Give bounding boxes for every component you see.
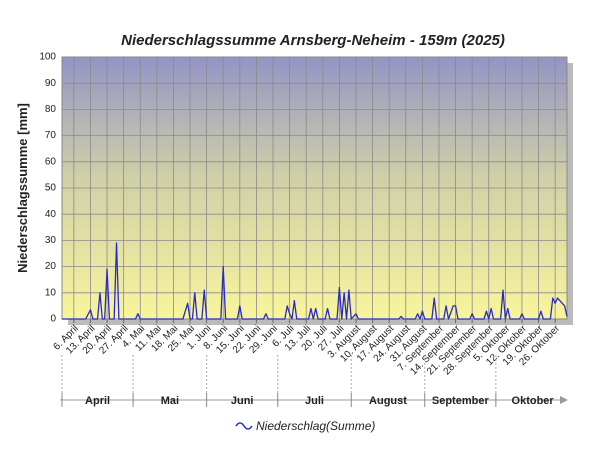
month-label: Mai [161, 395, 179, 407]
y-tick-label: 100 [39, 52, 56, 63]
legend-swatch [235, 422, 253, 430]
y-tick-label: 70 [45, 130, 57, 141]
month-label: Oktober [512, 395, 555, 407]
month-label: August [369, 395, 407, 407]
month-axis-arrow [560, 396, 568, 404]
chart-title: Niederschlagssumme Arnsberg-Neheim - 159… [121, 32, 505, 49]
y-tick-label: 60 [45, 156, 57, 167]
y-tick-label: 50 [45, 183, 57, 194]
y-tick-label: 90 [45, 78, 57, 89]
legend-label: Niederschlag(Summe) [256, 419, 375, 433]
y-tick-label: 0 [50, 314, 56, 325]
month-label: Juni [231, 395, 254, 407]
month-label: April [85, 395, 110, 407]
y-axis-label: Niederschlagssumme [mm] [15, 103, 30, 273]
y-tick-label: 30 [45, 235, 57, 246]
precipitation-line [62, 242, 568, 320]
month-label: Juli [305, 395, 324, 407]
y-tick-label: 20 [45, 261, 57, 272]
month-label: September [432, 395, 490, 407]
y-tick-label: 80 [45, 104, 57, 115]
y-tick-label: 10 [45, 287, 57, 298]
y-tick-label: 40 [45, 209, 57, 220]
